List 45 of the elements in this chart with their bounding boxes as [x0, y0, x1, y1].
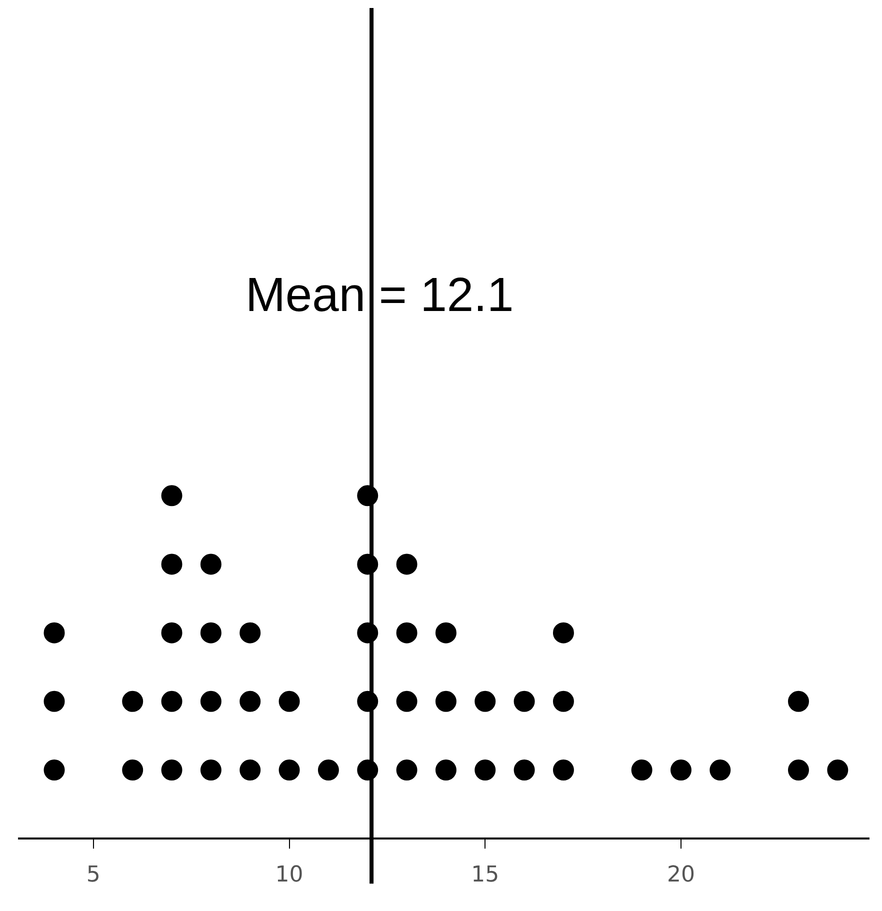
point [396, 554, 418, 575]
point [788, 690, 809, 712]
point [396, 690, 418, 712]
point [240, 690, 261, 712]
point [240, 622, 261, 644]
point [396, 760, 418, 781]
point [44, 690, 65, 712]
point [161, 622, 182, 644]
point [200, 760, 222, 781]
point [200, 690, 222, 712]
point [278, 760, 300, 781]
point [435, 760, 456, 781]
ref-line-label: Mean = 12.1 [245, 269, 514, 322]
x-tick-label: 5 [86, 862, 100, 888]
point [514, 690, 535, 712]
point [435, 622, 456, 644]
point [788, 760, 809, 781]
point [318, 760, 339, 781]
point [161, 760, 182, 781]
point [435, 690, 456, 712]
x-tick-label: 10 [275, 862, 304, 888]
point [161, 485, 182, 506]
point [670, 760, 692, 781]
x-tick-label: 15 [471, 862, 500, 888]
point [122, 760, 144, 781]
point [552, 760, 574, 781]
point [474, 760, 496, 781]
point [240, 760, 261, 781]
point [514, 760, 535, 781]
point [552, 622, 574, 644]
point [474, 690, 496, 712]
point [44, 760, 65, 781]
point [44, 622, 65, 644]
point [200, 622, 222, 644]
point [278, 690, 300, 712]
point [827, 760, 848, 781]
point [710, 760, 731, 781]
point [161, 554, 182, 575]
point [122, 690, 144, 712]
point [161, 690, 182, 712]
point [631, 760, 652, 781]
x-tick-label: 20 [666, 862, 695, 888]
point [200, 554, 222, 575]
point [396, 622, 418, 644]
point [552, 690, 574, 712]
